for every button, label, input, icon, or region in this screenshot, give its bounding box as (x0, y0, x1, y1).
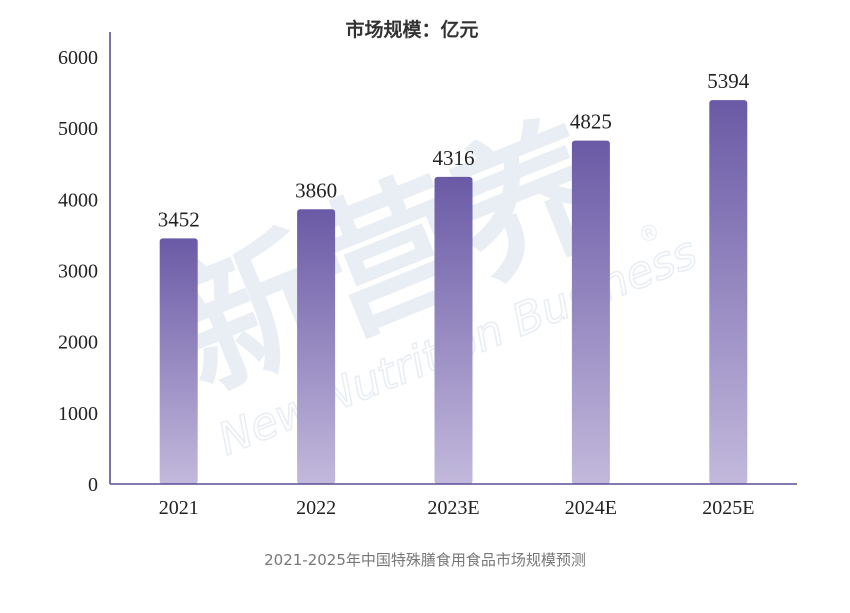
y-axis-ticks: 0 1000 2000 3000 4000 5000 6000 (58, 47, 98, 496)
y-tick-label: 0 (88, 474, 98, 496)
x-category-label: 2023E (427, 497, 479, 519)
x-axis-categories: 2021 2022 2023E 2024E 2025E (159, 497, 755, 519)
bar (297, 209, 336, 484)
data-labels: 3452 3860 4316 4825 5394 (158, 69, 750, 231)
bar-value-label: 3860 (295, 178, 337, 202)
y-tick-label: 3000 (58, 261, 98, 283)
watermark: 新营养 New Nutrition Business ® (149, 94, 705, 467)
bars (159, 100, 748, 484)
y-tick-label: 1000 (58, 403, 98, 425)
y-tick-label: 5000 (58, 118, 98, 140)
y-tick-label: 2000 (58, 332, 98, 354)
bar-value-label: 4825 (570, 110, 612, 134)
bar-value-label: 5394 (707, 69, 750, 93)
x-category-label: 2025E (702, 497, 754, 519)
bar-value-label: 3452 (158, 207, 200, 231)
x-category-label: 2024E (565, 497, 617, 519)
chart-title: 市场规模：亿元 (345, 18, 478, 41)
bar-value-label: 4316 (433, 146, 475, 170)
bar (434, 176, 473, 484)
y-tick-label: 4000 (58, 189, 98, 211)
bar (159, 238, 198, 484)
y-tick-label: 6000 (58, 47, 98, 69)
figure-caption: 2021-2025年中国特殊膳食用食品市场规模预测 (264, 551, 586, 569)
x-category-label: 2021 (159, 497, 199, 519)
bar-chart: 市场规模：亿元 新营养 New Nutrition Business ® 0 10… (58, 18, 797, 519)
bar (571, 140, 610, 484)
bar (709, 100, 748, 484)
x-category-label: 2022 (296, 497, 336, 519)
